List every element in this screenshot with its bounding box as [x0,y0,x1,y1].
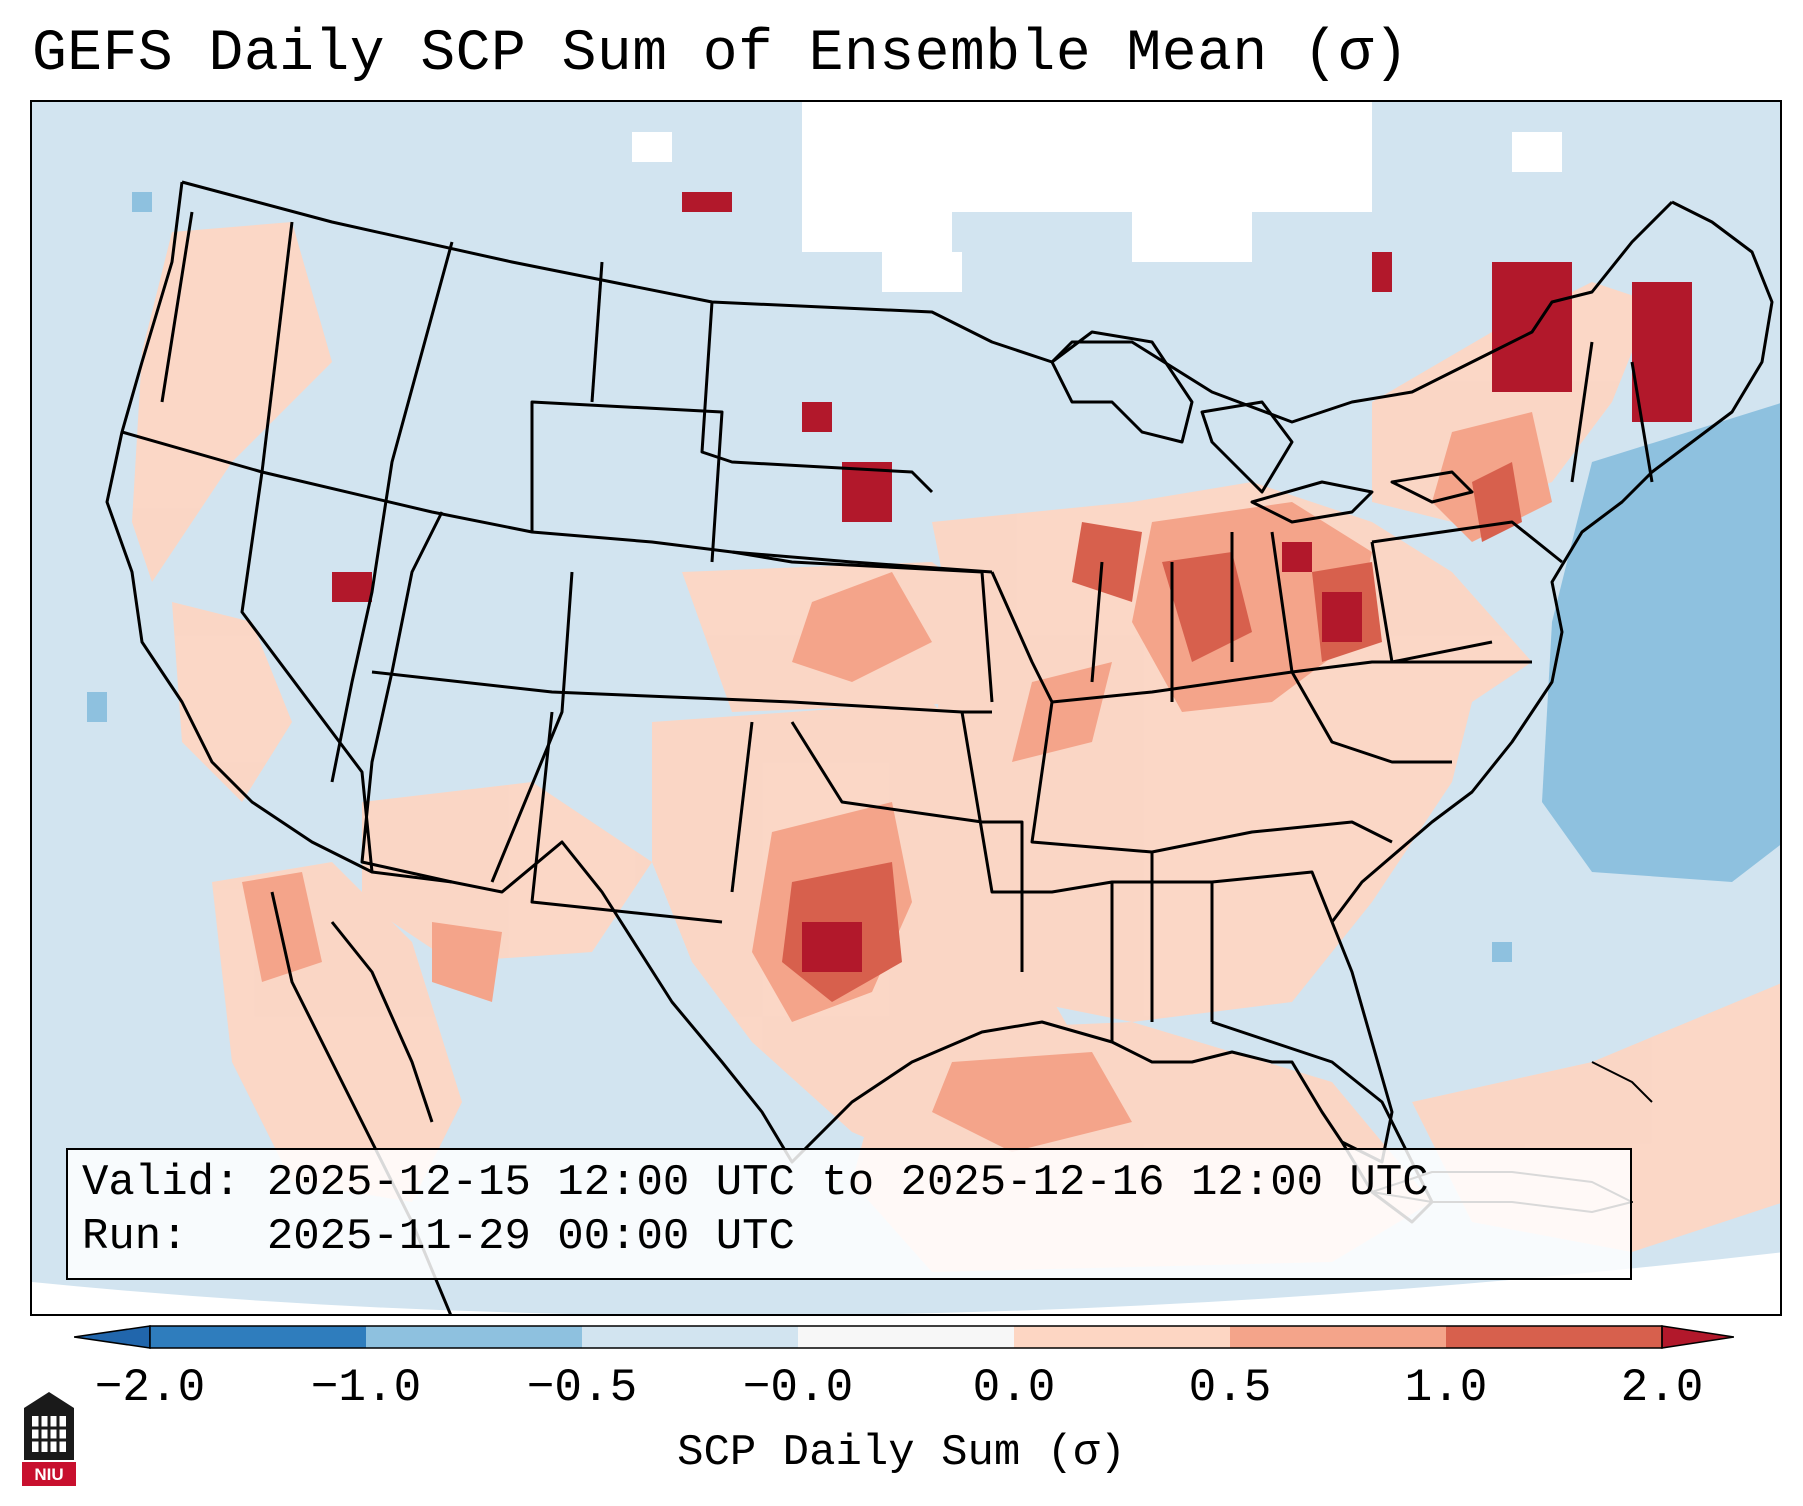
colorbar-bin [1446,1326,1662,1348]
valid-label: Valid: [82,1158,241,1208]
colorbar-label: SCP Daily Sum (σ) [677,1428,1126,1478]
colorbar-tick: −0.5 [526,1362,638,1414]
anomaly-neg [87,192,1780,962]
valid-time-text: 2025-12-15 12:00 UTC to 2025-12-16 12:00… [266,1158,1429,1208]
colorbar-tick: 2.0 [1620,1362,1704,1414]
colorbar-extend-low [74,1325,151,1349]
map-title: GEFS Daily SCP Sum of Ensemble Mean (σ) [32,22,1409,87]
colorbar-bin [582,1326,798,1348]
colorbar-tick: −1.0 [310,1362,422,1414]
anomaly-max [332,192,1692,972]
colorbar-bin [1014,1326,1230,1348]
map-canvas [32,102,1780,1314]
colorbar-bin [798,1326,1014,1348]
colorbar-bin [1230,1326,1446,1348]
colorbar-tick: 0.5 [1188,1362,1272,1414]
colorbar-bin [366,1326,582,1348]
colorbar-extend-high [1661,1325,1734,1349]
map-panel [30,100,1782,1316]
colorbar [74,1325,1734,1349]
niu-logo-icon: NIU [22,1392,76,1486]
colorbar-tick: −2.0 [94,1362,206,1414]
colorbar-bin [150,1326,366,1348]
run-label: Run: [82,1212,188,1262]
colorbar-tick: 1.0 [1404,1362,1488,1414]
run-time-text: 2025-11-29 00:00 UTC [266,1212,795,1262]
colorbar-tick: 0.0 [972,1362,1056,1414]
colorbar-tick: −0.0 [742,1362,854,1414]
valid-run-info-box: Valid: 2025-12-15 12:00 UTC to 2025-12-1… [66,1148,1632,1280]
no-data-region [632,102,1562,292]
logo-text: NIU [34,1465,63,1484]
